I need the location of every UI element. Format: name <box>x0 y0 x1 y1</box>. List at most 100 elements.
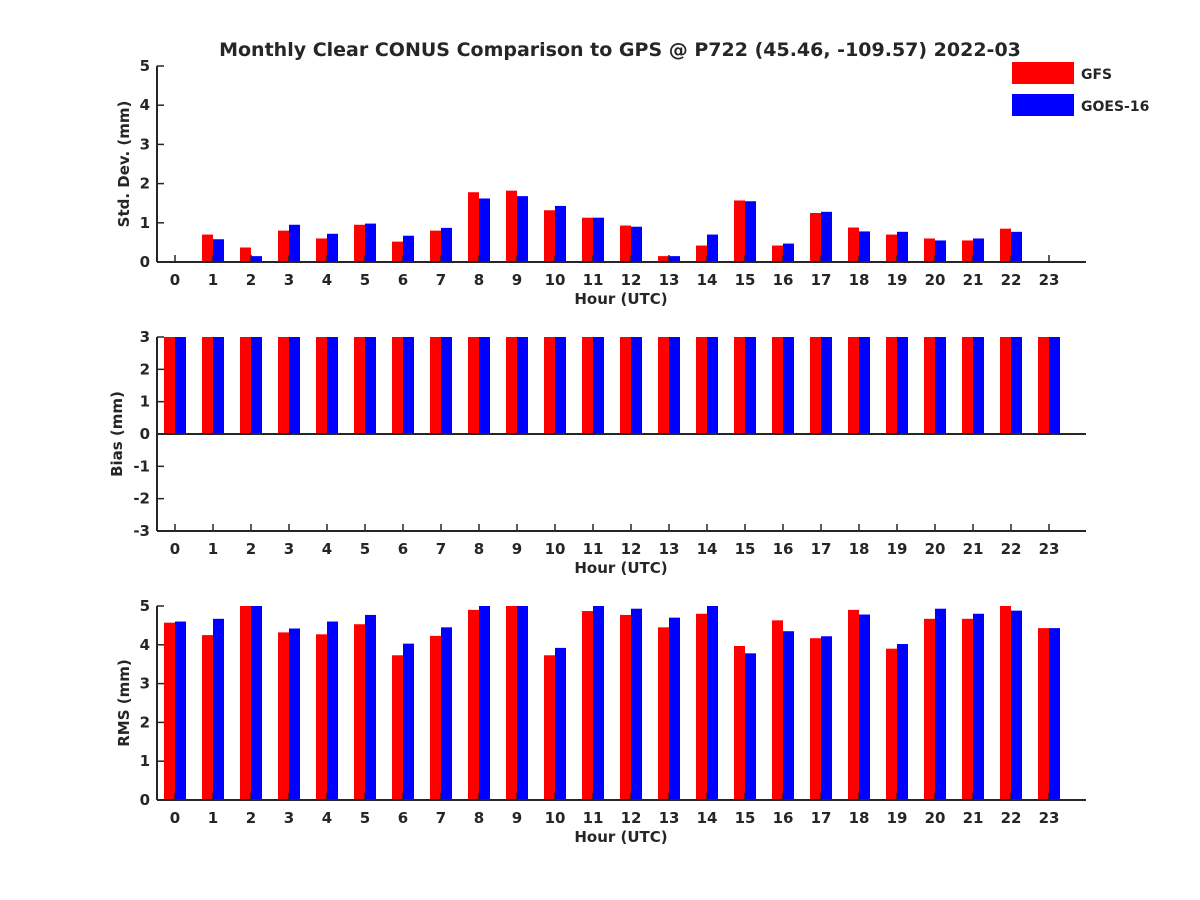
bar-gfs-hour-6 <box>392 655 403 800</box>
figure-title: Monthly Clear CONUS Comparison to GPS @ … <box>219 39 1021 61</box>
x-tick-label: 22 <box>1001 809 1022 827</box>
bar-gfs-hour-9 <box>506 190 517 262</box>
x-tick-label: 8 <box>474 271 484 289</box>
bar-goes16-hour-5 <box>365 337 376 434</box>
bar-goes16-hour-22 <box>1011 610 1022 800</box>
bar-goes16-hour-7 <box>441 227 452 262</box>
bar-goes16-hour-21 <box>973 337 984 434</box>
bar-goes16-hour-8 <box>479 606 490 800</box>
bar-goes16-hour-14 <box>707 234 718 262</box>
bar-goes16-hour-14 <box>707 606 718 800</box>
x-tick-label: 13 <box>659 271 680 289</box>
x-tick-label: 1 <box>208 271 218 289</box>
bar-gfs-hour-1 <box>202 635 213 800</box>
bar-gfs-hour-2 <box>240 606 251 800</box>
x-tick-label: 21 <box>963 271 984 289</box>
bar-goes16-hour-4 <box>327 233 338 262</box>
x-tick-label: 0 <box>170 540 180 558</box>
x-tick-label: 8 <box>474 540 484 558</box>
bar-gfs-hour-23 <box>1038 628 1049 800</box>
bar-goes16-hour-15 <box>745 337 756 434</box>
bar-gfs-hour-8 <box>468 609 479 800</box>
bar-gfs-hour-4 <box>316 337 327 434</box>
bar-gfs-hour-10 <box>544 337 555 434</box>
x-tick-label: 18 <box>849 271 870 289</box>
bar-gfs-hour-15 <box>734 337 745 434</box>
bar-goes16-hour-3 <box>289 224 300 262</box>
y-axis-label: RMS (mm) <box>115 659 133 746</box>
bar-gfs-hour-16 <box>772 337 783 434</box>
y-tick-label: 5 <box>140 57 150 75</box>
bar-gfs-hour-5 <box>354 224 365 262</box>
x-tick-label: 7 <box>436 809 446 827</box>
bar-gfs-hour-13 <box>658 256 669 262</box>
bar-gfs-hour-3 <box>278 337 289 434</box>
y-axis-label: Bias (mm) <box>108 391 126 477</box>
bar-gfs-hour-21 <box>962 337 973 434</box>
y-tick-label: 3 <box>140 675 150 693</box>
bar-goes16-hour-19 <box>897 644 908 800</box>
y-tick-label: -1 <box>133 457 150 475</box>
bar-gfs-hour-2 <box>240 337 251 434</box>
x-tick-label: 9 <box>512 271 522 289</box>
bar-gfs-hour-5 <box>354 624 365 800</box>
x-tick-label: 13 <box>659 540 680 558</box>
y-axis-label: Std. Dev. (mm) <box>115 101 133 228</box>
bar-gfs-hour-19 <box>886 337 897 434</box>
bar-gfs-hour-22 <box>1000 228 1011 262</box>
y-tick-label: 0 <box>140 253 150 271</box>
bar-gfs-hour-14 <box>696 245 707 262</box>
bar-goes16-hour-20 <box>935 240 946 262</box>
x-tick-label: 22 <box>1001 271 1022 289</box>
x-tick-label: 4 <box>322 540 332 558</box>
x-tick-label: 5 <box>360 809 370 827</box>
x-axis-label: Hour (UTC) <box>574 559 667 577</box>
x-tick-label: 6 <box>398 540 408 558</box>
x-tick-label: 23 <box>1039 809 1060 827</box>
bar-gfs-hour-10 <box>544 655 555 800</box>
y-tick-label: 4 <box>140 96 150 114</box>
bar-goes16-hour-5 <box>365 614 376 800</box>
x-tick-label: 12 <box>621 809 642 827</box>
bar-goes16-hour-16 <box>783 631 794 800</box>
x-tick-label: 15 <box>735 540 756 558</box>
x-tick-label: 12 <box>621 540 642 558</box>
x-axis-label: Hour (UTC) <box>574 828 667 846</box>
x-tick-label: 2 <box>246 540 256 558</box>
bar-goes16-hour-20 <box>935 608 946 800</box>
bar-goes16-hour-1 <box>213 618 224 800</box>
x-tick-label: 23 <box>1039 540 1060 558</box>
bar-gfs-hour-15 <box>734 200 745 262</box>
bar-goes16-hour-12 <box>631 226 642 262</box>
x-tick-label: 14 <box>697 271 718 289</box>
bar-goes16-hour-15 <box>745 201 756 262</box>
bar-gfs-hour-17 <box>810 638 821 800</box>
legend-label-goes16: GOES-16 <box>1081 99 1149 115</box>
x-tick-label: 19 <box>887 271 908 289</box>
x-tick-label: 15 <box>735 271 756 289</box>
bar-goes16-hour-11 <box>593 606 604 800</box>
bar-goes16-hour-21 <box>973 613 984 800</box>
bar-goes16-hour-10 <box>555 647 566 800</box>
bar-goes16-hour-2 <box>251 256 262 262</box>
x-tick-label: 7 <box>436 540 446 558</box>
bar-goes16-hour-18 <box>859 337 870 434</box>
x-tick-label: 15 <box>735 809 756 827</box>
x-tick-label: 21 <box>963 540 984 558</box>
bar-goes16-hour-23 <box>1049 628 1060 800</box>
bar-gfs-hour-21 <box>962 618 973 800</box>
bar-gfs-hour-1 <box>202 337 213 434</box>
bar-gfs-hour-19 <box>886 234 897 262</box>
bar-goes16-hour-17 <box>821 337 832 434</box>
bar-gfs-hour-8 <box>468 192 479 262</box>
x-axis-label: Hour (UTC) <box>574 290 667 308</box>
x-tick-label: 2 <box>246 271 256 289</box>
bar-goes16-hour-14 <box>707 337 718 434</box>
bar-gfs-hour-8 <box>468 337 479 434</box>
bar-gfs-hour-0 <box>164 622 175 800</box>
x-tick-label: 10 <box>545 271 566 289</box>
x-tick-label: 14 <box>697 540 718 558</box>
